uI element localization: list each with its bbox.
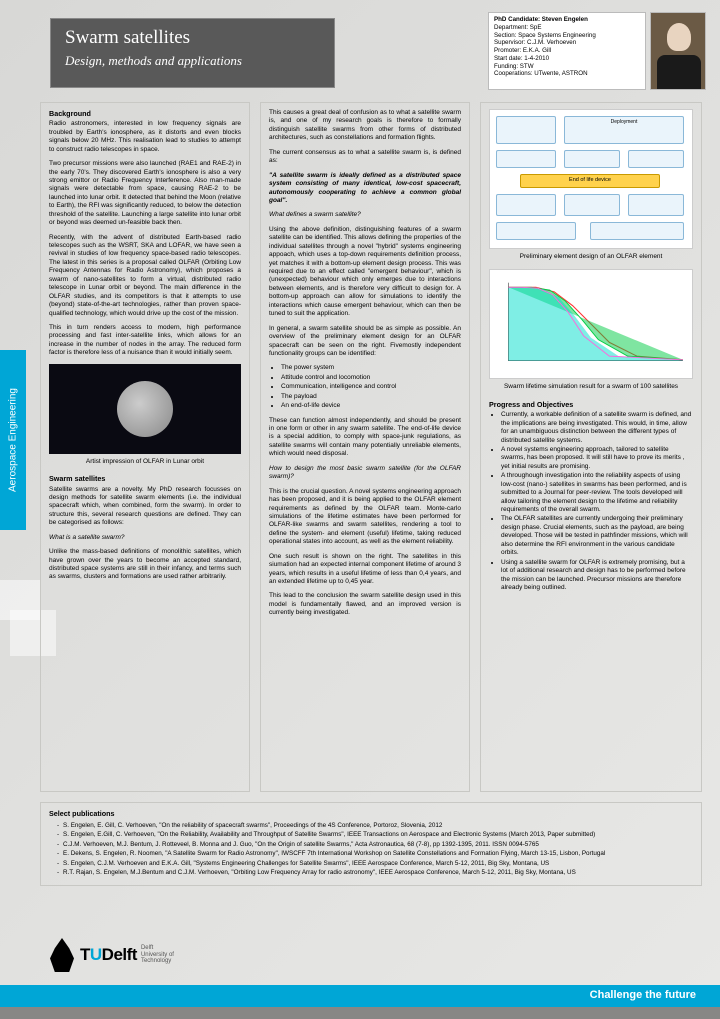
- column-middle: This causes a great deal of confusion as…: [260, 102, 470, 792]
- footer-grey-bar: [0, 1007, 720, 1019]
- info-line: Department: SpE: [494, 24, 640, 32]
- list-item: A novel systems engineering approach, ta…: [501, 446, 693, 471]
- info-line: Promoter: E.K.A. Gill: [494, 47, 640, 55]
- list-item: The payload: [281, 393, 461, 401]
- para: This is the crucial question. A novel sy…: [269, 488, 461, 547]
- para: Recently, with the advent of distributed…: [49, 234, 241, 318]
- logo-sub-line: University of: [141, 952, 174, 959]
- para: Using the above definition, distinguishi…: [269, 226, 461, 319]
- info-line: Supervisor: C.J.M. Verhoeven: [494, 39, 640, 47]
- logo-t: T: [80, 945, 90, 964]
- para: These can function almost independently,…: [269, 417, 461, 459]
- pub-item: E. Dekens, S. Engelen, R. Noomen, "A Sat…: [57, 850, 693, 859]
- chart-caption: Swarm lifetime simulation result for a s…: [489, 383, 693, 391]
- heading-progress: Progress and Objectives: [489, 400, 693, 409]
- publications-box: Select publications S. Engelen, E. Gill,…: [40, 802, 702, 886]
- list-item: Communication, intelligence and control: [281, 383, 461, 391]
- para: This in turn renders access to modern, h…: [49, 324, 241, 358]
- para: Satellite swarms are a novelty. My PhD r…: [49, 486, 241, 528]
- list-item: A throughough investigation into the rel…: [501, 472, 693, 514]
- pub-item: S. Engelen, E. Gill, C. Verhoeven, "On t…: [57, 822, 693, 831]
- question: What is a satellite swarm?: [49, 534, 125, 541]
- lifetime-chart: [489, 269, 693, 379]
- para: One such result is shown on the right. T…: [269, 553, 461, 587]
- tudelft-logo: TUDelft Delft University of Technology: [50, 935, 210, 975]
- candidate-photo: [650, 12, 706, 90]
- info-line: Cooperations: UTwente, ASTRON: [494, 70, 640, 78]
- column-left: Background Radio astronomers, interested…: [40, 102, 250, 792]
- list-item: The power system: [281, 364, 461, 372]
- candidate-info-box: PhD Candidate: Steven Engelen Department…: [488, 12, 646, 90]
- info-line: Section: Space Systems Engineering: [494, 32, 640, 40]
- para: The current consensus as to what a satel…: [269, 149, 461, 166]
- element-design-diagram: Deployment End of life device: [489, 109, 693, 249]
- figure-caption: Artist impression of OLFAR in Lunar orbi…: [49, 458, 241, 466]
- list-item: Using a satellite swarm for OLFAR is ext…: [501, 559, 693, 593]
- para: In general, a swarm satellite should be …: [269, 325, 461, 359]
- pub-item: C.J.M. Verhoeven, M.J. Bentum, J. Rottev…: [57, 841, 693, 850]
- faculty-tab: Aerospace Engineering: [0, 350, 26, 530]
- info-line: Start date: 1-4-2010: [494, 55, 640, 63]
- heading-swarm: Swarm satellites: [49, 474, 241, 483]
- para: This causes a great deal of confusion as…: [269, 109, 461, 143]
- pub-item: R.T. Rajan, S. Engelen, M.J.Bentum and C…: [57, 869, 693, 878]
- logo-delft: Delft: [102, 945, 137, 964]
- para: Radio astronomers, interested in low fre…: [49, 120, 241, 154]
- definition: "A satellite swarm is ideally defined as…: [269, 172, 461, 204]
- poster-subtitle: Design, methods and applications: [65, 53, 320, 69]
- list-item: An end-of-life device: [281, 402, 461, 410]
- figure-olfar-impression: [49, 364, 241, 454]
- logo-u: U: [90, 945, 102, 964]
- heading-publications: Select publications: [49, 809, 693, 819]
- pub-item: S. Engelen, C.J.M. Verhoeven and E.K.A. …: [57, 860, 693, 869]
- footer-slogan-bar: Challenge the future: [0, 985, 720, 1007]
- footer-slogan: Challenge the future: [590, 989, 696, 1001]
- heading-background: Background: [49, 109, 241, 118]
- flame-icon: [50, 938, 74, 972]
- poster-title: Swarm satellites: [65, 27, 320, 49]
- functionality-list: The power system Attitude control and lo…: [269, 364, 461, 410]
- question: How to design the most basic swarm satel…: [269, 465, 461, 480]
- pub-item: S. Engelen, E.Gill, C. Verhoeven, "On th…: [57, 831, 693, 840]
- list-item: Currently, a workable definition of a sa…: [501, 411, 693, 445]
- para: This lead to the conclusion the swarm sa…: [269, 592, 461, 617]
- question: What defines a swarm satellite?: [269, 211, 361, 218]
- progress-list: Currently, a workable definition of a sa…: [489, 411, 693, 592]
- logo-subtitle: Delft University of Technology: [141, 945, 174, 965]
- candidate-name: PhD Candidate: Steven Engelen: [494, 16, 640, 24]
- list-item: The OLFAR satellites are currently under…: [501, 515, 693, 557]
- faculty-tab-label: Aerospace Engineering: [8, 388, 19, 492]
- diagram-caption: Preliminary element design of an OLFAR e…: [489, 253, 693, 261]
- title-block: Swarm satellites Design, methods and app…: [50, 18, 335, 88]
- logo-sub-line: Technology: [141, 958, 174, 965]
- column-right: Deployment End of life device Preliminar…: [480, 102, 702, 792]
- list-item: Attitude control and locomotion: [281, 374, 461, 382]
- eol-device-label: End of life device: [520, 174, 660, 188]
- info-line: Funding: STW: [494, 63, 640, 71]
- para: Unlike the mass-based definitions of mon…: [49, 548, 241, 582]
- para: Two precursor missions were also launche…: [49, 160, 241, 228]
- logo-sub-line: Delft: [141, 945, 174, 952]
